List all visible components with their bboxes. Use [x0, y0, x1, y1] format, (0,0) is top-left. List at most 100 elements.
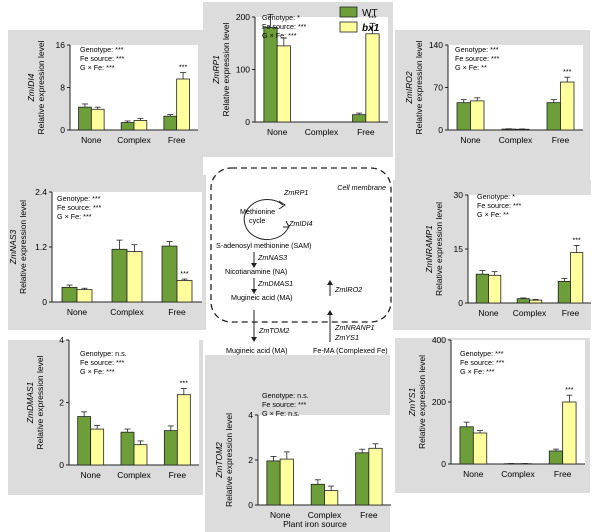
idi4-label: ZmIDI4: [288, 219, 313, 228]
bar-WT-Free: [161, 245, 178, 303]
chart-ZmYS1: 0 200 400 None Complex *** Free Genotype: ***Fe…: [407, 335, 585, 479]
bar-bx1-None: [276, 45, 291, 123]
significance-label: ***: [179, 63, 188, 72]
bar-WT-None: [78, 106, 92, 131]
bar-WT-Free: [546, 102, 561, 131]
y-axis-label: Relative expression level: [414, 40, 424, 134]
y-tick-label: 8: [60, 83, 65, 93]
bar-bx1-Free: [560, 81, 575, 131]
chart-ZmTOM2: 0 2 4 None Complex Free Genotype: n.s.Fe sourc…: [214, 391, 391, 520]
pathway-diagram: Cell membrane Methionine cycle ZmRP1 ZmI…: [210, 167, 392, 355]
x-tick-label: Complex: [513, 308, 547, 318]
bar-WT-Free: [557, 280, 571, 304]
x-tick-label: None: [460, 135, 481, 145]
ma-inner-label: Mugineic acid (MA): [231, 293, 293, 302]
gene-label: ZmNRAMP1: [424, 225, 434, 274]
significance-label: ***: [572, 235, 581, 244]
chart-ZmIDI4: 0 8 16 None Complex *** Free Genotype: ***Fe so…: [26, 40, 198, 145]
bar-bx1-Free: [562, 401, 577, 465]
chart-ZmDMAS1: 0 2 4 None Complex *** Free Genotype: n.s.Fe so…: [25, 335, 199, 480]
bar-bx1-None: [76, 289, 93, 303]
gene-label: ZmTOM2: [214, 442, 224, 479]
legend-label-WT: WT: [362, 8, 378, 19]
y-tick-label: 16: [56, 40, 66, 50]
sam-label: S-adenosyl methionine (SAM): [216, 241, 311, 250]
x-tick-label: Free: [360, 510, 378, 520]
stat-line: Genotype: ***: [57, 194, 101, 203]
nramp1-label: ZmNRANP1: [334, 323, 375, 332]
bar-bx1-None: [279, 458, 294, 506]
bar-WT-Free: [355, 452, 370, 506]
legend: WT bx1: [339, 6, 380, 34]
bar-WT-Free: [352, 114, 367, 123]
y-tick-label: 200: [236, 12, 250, 22]
x-tick-label: None: [267, 127, 288, 137]
x-tick-label: Complex: [501, 469, 535, 479]
x-tick-label: Complex: [308, 510, 342, 520]
x-tick-label: None: [463, 469, 484, 479]
y-tick-label: 100: [236, 65, 250, 75]
stat-line: Fe source: ***: [455, 54, 500, 63]
chart-ZmIRO2: 0 70 140 None Complex *** Free Genotype: ***Fe …: [404, 40, 583, 145]
significance-label: ***: [180, 269, 189, 278]
x-tick-label: Complex: [110, 307, 144, 317]
stat-line: G × Fe: ***: [460, 367, 495, 376]
stat-line: G × Fe: **: [477, 210, 509, 219]
y-tick-label: 400: [432, 335, 446, 345]
gene-label: ZmRP1: [211, 55, 221, 85]
y-tick-label: 2.4: [35, 187, 47, 197]
bar-bx1-Complex: [529, 299, 543, 304]
bar-WT-Complex: [310, 483, 325, 506]
significance-label: ***: [368, 13, 377, 22]
significance-label: ***: [180, 378, 189, 387]
bar-WT-None: [263, 27, 278, 123]
y-tick-label: 1.2: [35, 242, 47, 252]
bar-bx1-Complex: [133, 444, 148, 466]
dmas1-label: ZmDMAS1: [257, 279, 293, 288]
legend-label-bx1: bx1: [362, 23, 380, 34]
bar-bx1-Complex: [133, 120, 148, 131]
chart-ZmNAS3: 0 1.2 2.4 None Complex *** Free Genotype: ***Fe…: [8, 187, 202, 317]
gene-label: ZmDMAS1: [25, 381, 35, 424]
gene-label: ZmIRO2: [404, 71, 414, 104]
legend-swatch-WT: [339, 6, 358, 18]
significance-label: ***: [563, 67, 572, 76]
bar-WT-Free: [163, 430, 178, 466]
stat-line: G × Fe: ***: [57, 212, 92, 221]
stat-line: Genotype: n.s.: [262, 391, 309, 400]
tom2-label: ZmTOM2: [258, 326, 289, 335]
bar-bx1-Free: [365, 33, 380, 123]
rp1-label: ZmRP1: [283, 188, 308, 197]
ys1-label: ZmYS1: [334, 333, 359, 342]
y-axis-label: Relative expression level: [221, 22, 231, 116]
bar-bx1-Complex: [324, 490, 339, 506]
gene-label: ZmIDI4: [26, 73, 36, 102]
x-tick-label: None: [81, 470, 102, 480]
stat-line: Genotype: ***: [455, 45, 499, 54]
stat-line: Fe source: ***: [262, 22, 307, 31]
bar-bx1-Free: [176, 78, 190, 131]
arrowhead-icon: [251, 263, 257, 268]
legend-swatch-bx1: [339, 21, 358, 33]
x-tick-label: Complex: [117, 135, 151, 145]
x-tick-label: None: [81, 135, 102, 145]
chart-ZmNRAMP1: 0 15 30 None Complex *** Free Genotype: *Fe sou…: [424, 190, 591, 318]
y-tick-label: 4: [248, 410, 253, 420]
nas3-label: ZmNAS3: [257, 253, 287, 262]
bar-WT-None: [77, 416, 92, 466]
y-tick-label: 0: [42, 297, 47, 307]
bar-bx1-Free: [176, 394, 191, 466]
stat-line: G × Fe: ***: [262, 31, 297, 40]
stat-line: Genotype: ***: [80, 45, 124, 54]
y-axis-label: Relative expression level: [434, 202, 444, 296]
y-tick-label: 200: [432, 397, 446, 407]
bar-WT-None: [475, 273, 489, 304]
cell-membrane-label: Cell membrane: [337, 183, 386, 192]
gene-label: ZmYS1: [407, 388, 417, 418]
bar-bx1-Free: [176, 280, 193, 303]
stat-line: Genotype: *: [477, 192, 515, 201]
bar-WT-None: [456, 102, 471, 131]
stat-line: Fe source: ***: [80, 54, 125, 63]
